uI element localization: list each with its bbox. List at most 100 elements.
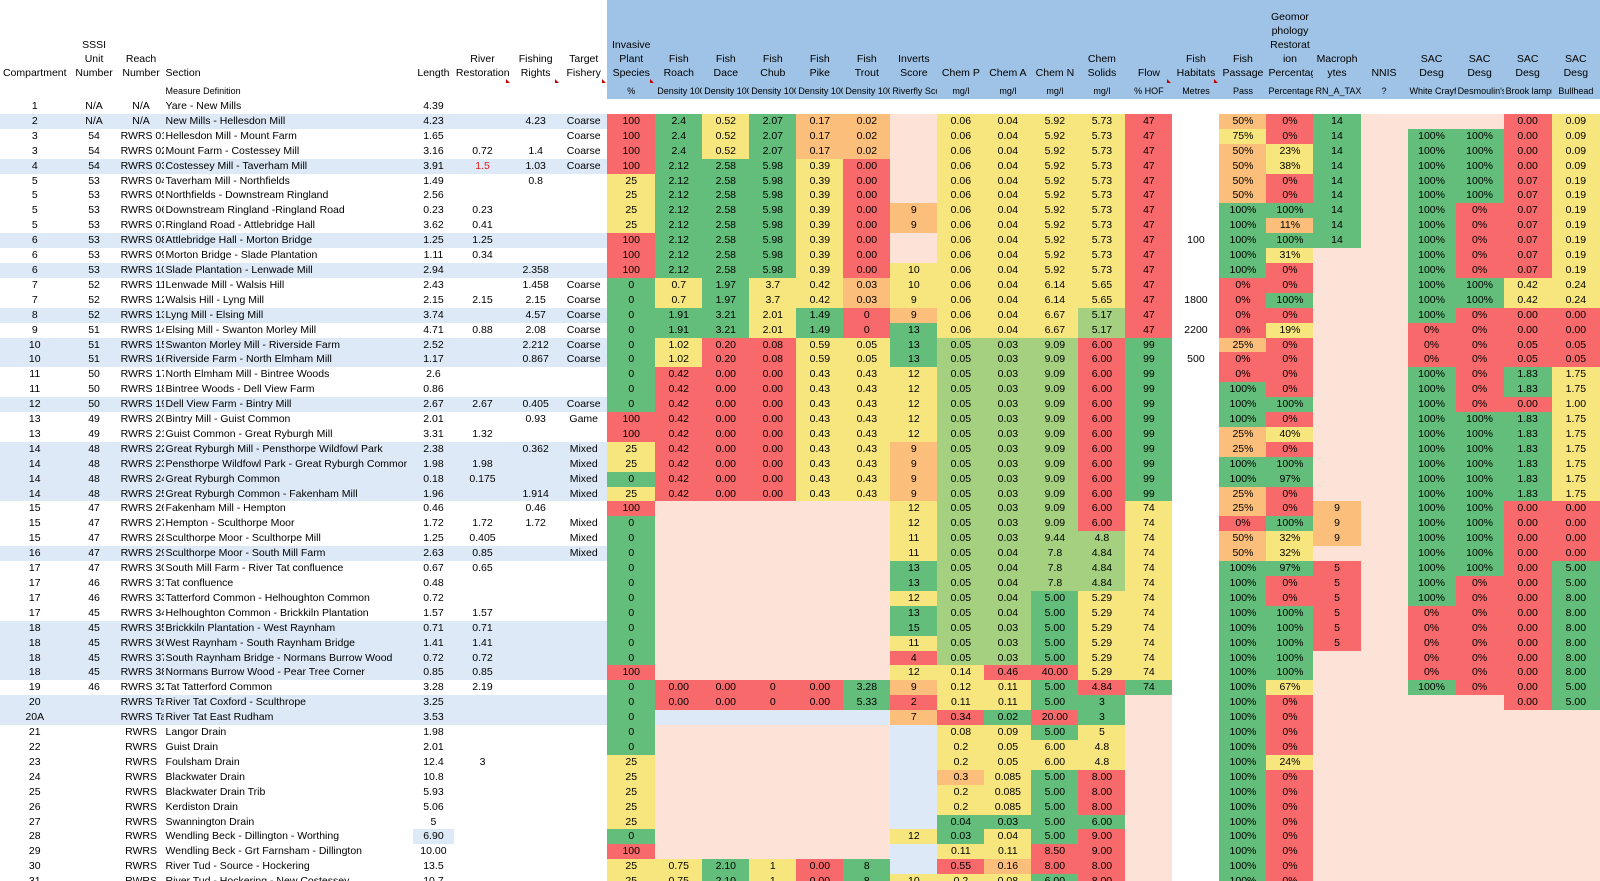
cell-fish-passage xyxy=(1219,99,1267,114)
cell-chem-n: 5.92 xyxy=(1031,218,1079,234)
cell-sac-desmoulins-snail xyxy=(1455,844,1504,860)
cell-sac-desmoulins-snail: 0% xyxy=(1455,605,1504,621)
cell-invasive-plants: 100 xyxy=(607,262,656,278)
cell-sac-brook-lamprey: 0.00 xyxy=(1503,635,1552,651)
cell-geomorphology: 100% xyxy=(1266,620,1314,636)
cell-macrophytes xyxy=(1313,277,1361,293)
cell-macrophytes xyxy=(1313,874,1361,881)
cell-inverts-score: 12 xyxy=(890,397,938,413)
cell-nnis xyxy=(1360,680,1408,696)
cell-chem-p: 0.06 xyxy=(937,292,985,308)
cell-fish-chub: 0.00 xyxy=(749,367,797,383)
cell-sac-desmoulins-snail: 100% xyxy=(1455,173,1504,189)
cell-fish-habitats xyxy=(1172,874,1220,881)
cell-geomorphology: 0% xyxy=(1266,799,1314,815)
cell-section: Taverham Mill - Northfields xyxy=(163,173,413,189)
cell-fish-dace xyxy=(702,710,750,726)
cell-chem-p: 0.08 xyxy=(937,725,985,740)
cell-chem-a: 0.03 xyxy=(984,337,1032,353)
cell-sac-bullhead: 0.19 xyxy=(1551,218,1600,234)
cell-inverts-score: 9 xyxy=(890,486,938,502)
table-row: 9 51 RWRS 14 Elsing Mill - Swanton Morley M… xyxy=(0,322,1600,338)
cell-sac-white-crayfish xyxy=(1407,754,1456,770)
table-row: 18 45 RWRS 35 Brickkiln Plantation - West R… xyxy=(0,620,1600,636)
cell-flow: 47 xyxy=(1125,188,1173,204)
cell-geomorphology: 0% xyxy=(1266,590,1314,606)
cell-reach-number: RWRS xyxy=(118,859,164,875)
cell-reach-number: RWRS 02 xyxy=(118,143,164,159)
cell-fish-roach xyxy=(655,605,703,621)
cell-chem-n: 5.92 xyxy=(1031,128,1079,144)
cell-fish-dace: 3.21 xyxy=(702,322,750,338)
cell-length: 10.8 xyxy=(413,769,454,785)
cell-chem-a: 0.03 xyxy=(984,486,1032,502)
cell-chem-n: 40.00 xyxy=(1031,665,1079,681)
cell-sac-desmoulins-snail: 100% xyxy=(1455,486,1504,502)
cell-geomorphology: 0% xyxy=(1266,874,1314,881)
cell-sac-brook-lamprey: 0.00 xyxy=(1503,576,1552,591)
cell-flow: 99 xyxy=(1125,412,1173,427)
table-row: 5 53 RWRS 07 Ringland Road - Attlebridge Ha… xyxy=(0,218,1600,234)
cell-sac-brook-lamprey: 0.00 xyxy=(1503,128,1552,144)
cell-fish-trout: 0.43 xyxy=(843,367,891,383)
cell-chem-solids: 9.00 xyxy=(1078,829,1126,845)
cell-fish-chub: 5.98 xyxy=(749,158,797,174)
cell-target-fishery xyxy=(560,367,608,383)
cell-chem-n: 5.92 xyxy=(1031,143,1079,159)
cell-length: 2.94 xyxy=(413,262,454,278)
cell-section: Langor Drain xyxy=(163,725,413,740)
cell-sac-brook-lamprey xyxy=(1503,814,1552,830)
cell-sac-white-crayfish: 100% xyxy=(1407,471,1456,487)
cell-invasive-plants: 0 xyxy=(607,546,656,562)
cell-macrophytes: 5 xyxy=(1313,590,1361,606)
cell-fish-chub: 3.7 xyxy=(749,277,797,293)
cell-fish-pike xyxy=(796,516,844,532)
cell-sac-bullhead: 0.09 xyxy=(1551,158,1600,174)
cell-fish-dace xyxy=(702,739,750,755)
cell-fish-roach xyxy=(655,99,703,114)
cell-flow xyxy=(1125,695,1173,711)
cell-sssi-unit: 48 xyxy=(69,441,119,457)
cell-sac-bullhead xyxy=(1551,99,1600,114)
cell-chem-p: 0.55 xyxy=(937,859,985,875)
cell-sssi-unit: 52 xyxy=(69,307,119,323)
cell-sac-brook-lamprey: 0.00 xyxy=(1503,605,1552,621)
header-macrophytes: Macroph ytes xyxy=(1313,0,1361,84)
cell-fish-trout: 0 xyxy=(843,322,891,338)
cell-sac-brook-lamprey: 1.83 xyxy=(1503,486,1552,502)
cell-chem-a: 0.04 xyxy=(984,113,1032,129)
cell-section: West Raynham - South Raynham Bridge xyxy=(163,635,413,651)
cell-sssi-unit: 45 xyxy=(69,650,119,666)
cell-river-restoration xyxy=(453,814,512,830)
cell-chem-solids: 5.73 xyxy=(1078,218,1126,234)
cell-river-restoration: 2.15 xyxy=(453,292,512,308)
cell-chem-n: 5.00 xyxy=(1031,650,1079,666)
cell-sac-brook-lamprey xyxy=(1503,829,1552,845)
cell-chem-p: 0.14 xyxy=(937,665,985,681)
cell-fish-habitats xyxy=(1172,665,1220,681)
cell-fishing-rights xyxy=(511,635,561,651)
cell-sac-white-crayfish: 100% xyxy=(1407,486,1456,502)
cell-sac-desmoulins-snail xyxy=(1455,769,1504,785)
cell-fish-trout xyxy=(843,501,891,517)
cell-sac-white-crayfish: 0% xyxy=(1407,620,1456,636)
cell-compartment: 12 xyxy=(0,397,70,413)
cell-compartment: 17 xyxy=(0,561,70,576)
cell-length: 3.53 xyxy=(413,710,454,726)
cell-fish-roach xyxy=(655,739,703,755)
cell-compartment: 14 xyxy=(0,456,70,472)
cell-fish-habitats xyxy=(1172,620,1220,636)
cell-fish-roach: 0.42 xyxy=(655,456,703,472)
cell-nnis xyxy=(1360,397,1408,413)
table-row: 17 45 RWRS 34 Helhoughton Common - Brickkil… xyxy=(0,605,1600,621)
cell-fishing-rights: 0.46 xyxy=(511,501,561,517)
cell-compartment: 17 xyxy=(0,605,70,621)
cell-fish-passage: 100% xyxy=(1219,218,1267,234)
cell-fish-dace: 2.58 xyxy=(702,248,750,263)
cell-chem-a: 0.04 xyxy=(984,128,1032,144)
cell-flow xyxy=(1125,799,1173,815)
cell-sac-bullhead: 0.09 xyxy=(1551,113,1600,129)
cell-fish-pike xyxy=(796,99,844,114)
cell-geomorphology: 0% xyxy=(1266,769,1314,785)
cell-fish-passage: 0% xyxy=(1219,352,1267,368)
